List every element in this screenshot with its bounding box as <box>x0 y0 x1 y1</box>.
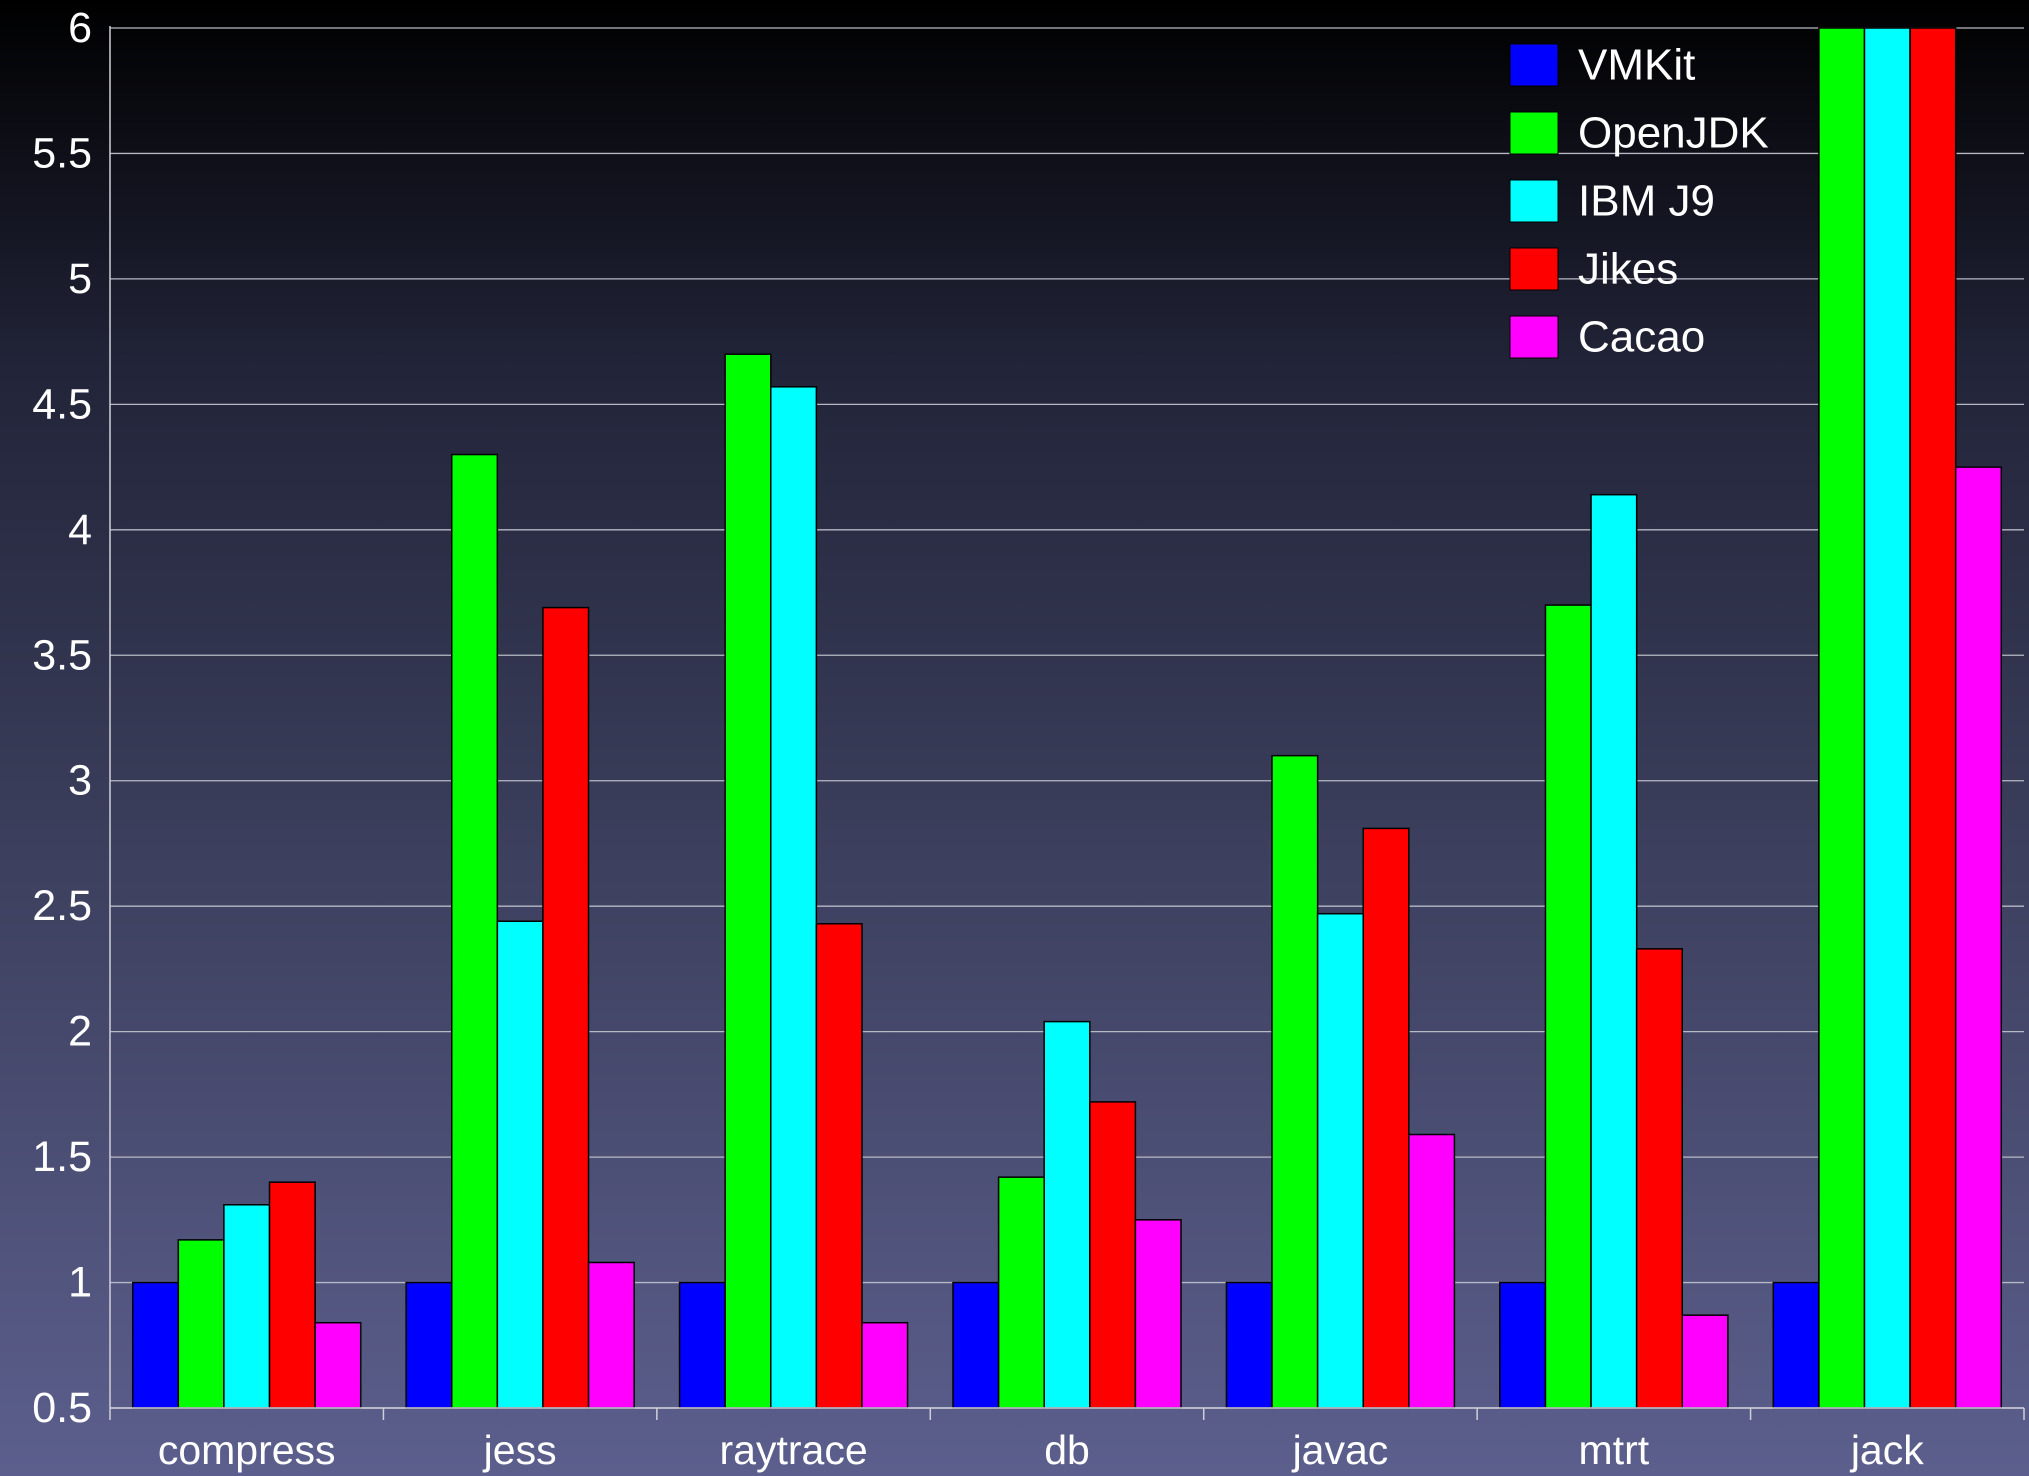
legend-swatch <box>1509 111 1559 155</box>
legend-swatch <box>1509 247 1559 291</box>
y-tick-label: 3.5 <box>32 631 92 679</box>
axes <box>109 26 2025 1420</box>
bar-jikes-db <box>1089 1101 1137 1409</box>
bar-jikes-raytrace <box>815 922 863 1409</box>
y-tick-label: 6 <box>68 4 92 52</box>
bar-ibm-j9-db <box>1043 1020 1091 1409</box>
bar-vmkit-mtrt <box>1499 1281 1547 1409</box>
legend-swatch <box>1509 43 1559 87</box>
y-tick-label: 2.5 <box>32 882 92 930</box>
bar-vmkit-jess <box>405 1281 453 1409</box>
bar-cacao-javac <box>1408 1133 1456 1409</box>
y-tick-label: 0.5 <box>32 1384 92 1432</box>
bar-vmkit-db <box>952 1281 1000 1409</box>
y-tick-label: 1.5 <box>32 1133 92 1181</box>
x-category-label: mtrt <box>1579 1427 1650 1473</box>
bar-jikes-jess <box>542 606 590 1409</box>
y-tick-label: 5.5 <box>32 129 92 177</box>
x-category-label: compress <box>158 1427 336 1473</box>
bar-openjdk-db <box>997 1176 1045 1409</box>
bar-cacao-jess <box>587 1261 635 1409</box>
x-category-label: jess <box>483 1427 557 1473</box>
bar-openjdk-jess <box>450 453 499 1409</box>
x-category-label: raytrace <box>720 1427 868 1473</box>
bar-openjdk-mtrt <box>1544 604 1592 1409</box>
legend-swatch <box>1509 179 1559 223</box>
bar-cacao-mtrt <box>1681 1314 1729 1409</box>
bar-jikes-compress <box>268 1181 316 1409</box>
bar-vmkit-jack <box>1772 1281 1820 1409</box>
legend-label: OpenJDK <box>1578 109 1769 158</box>
bar-openjdk-compress <box>177 1239 225 1409</box>
y-tick-label: 1 <box>68 1259 92 1307</box>
legend-label: VMKit <box>1578 41 1695 90</box>
bar-vmkit-javac <box>1225 1281 1273 1409</box>
x-category-label: javac <box>1292 1427 1389 1473</box>
x-category-label: db <box>1044 1427 1090 1473</box>
bar-ibm-j9-compress <box>223 1204 271 1409</box>
y-tick-label: 2 <box>68 1008 92 1056</box>
bar-ibm-j9-raytrace <box>770 386 818 1409</box>
legend-label: Jikes <box>1578 245 1678 294</box>
bar-ibm-j9-mtrt <box>1590 493 1638 1409</box>
legend-label: Cacao <box>1578 313 1705 362</box>
legend-label: IBM J9 <box>1578 177 1715 226</box>
bar-vmkit-raytrace <box>678 1281 726 1409</box>
bar-ibm-j9-jack <box>1863 27 1911 1409</box>
bar-cacao-compress <box>314 1321 362 1409</box>
bar-openjdk-raytrace <box>724 353 772 1409</box>
bar-openjdk-javac <box>1271 754 1319 1409</box>
bar-openjdk-jack <box>1818 27 1866 1409</box>
y-tick-label: 4.5 <box>32 380 92 428</box>
bar-vmkit-compress <box>131 1281 180 1409</box>
bar-jikes-jack <box>1909 27 1957 1409</box>
y-tick-label: 4 <box>68 506 92 554</box>
bar-ibm-j9-jess <box>496 920 544 1409</box>
legend-swatch <box>1509 315 1559 359</box>
y-tick-label: 5 <box>68 255 92 303</box>
bar-ibm-j9-javac <box>1316 912 1364 1409</box>
y-tick-label: 3 <box>68 757 92 805</box>
y-axis-tick-labels: 0.5 1 1.5 2 2.5 3 3.5 4 4.5 5 5.5 6 <box>32 4 92 1432</box>
bar-cacao-jack <box>1954 466 2003 1409</box>
x-axis-category-labels: compress jess raytrace db javac mtrt jack <box>158 1427 1924 1473</box>
x-category-label: jack <box>1850 1427 1924 1473</box>
bar-jikes-mtrt <box>1635 948 1684 1409</box>
bar-cacao-raytrace <box>861 1321 909 1409</box>
bar-jikes-javac <box>1362 827 1410 1409</box>
bars <box>131 27 2003 1409</box>
bar-cacao-db <box>1134 1219 1182 1409</box>
legend: VMKit OpenJDK IBM J9 Jikes Cacao <box>1509 41 1769 362</box>
